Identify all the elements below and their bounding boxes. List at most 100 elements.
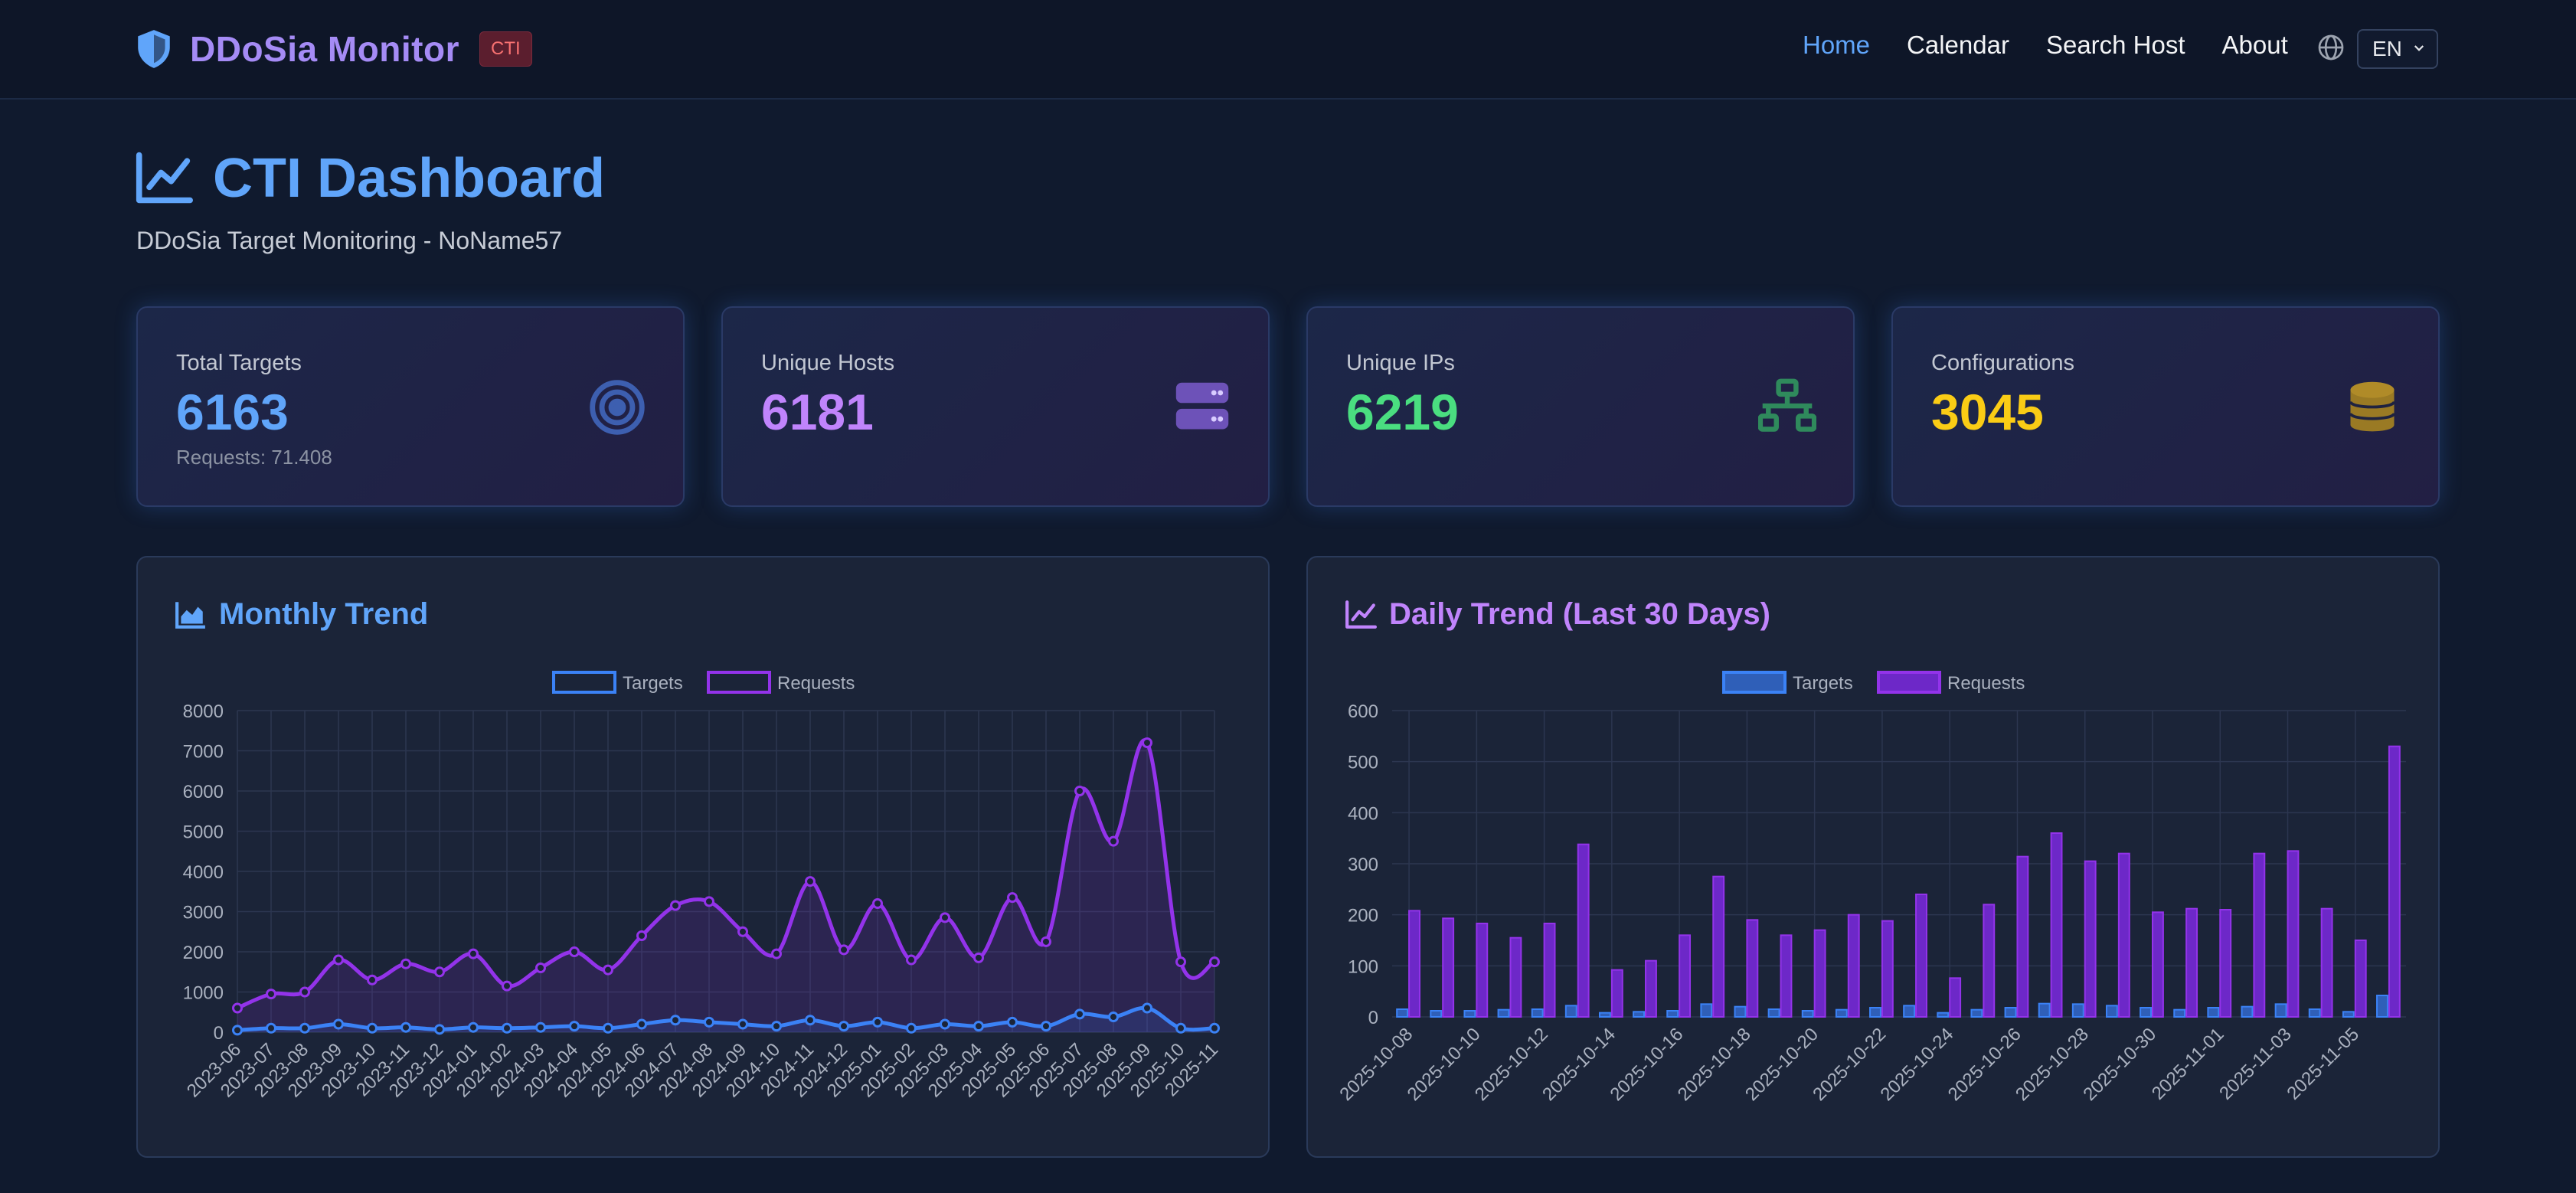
bar [2354,940,2367,1018]
nav-home[interactable]: Home [1803,31,1871,59]
data-point [805,1015,816,1026]
data-point [569,1021,580,1032]
brand[interactable]: DDoSia Monitor CTI [135,23,532,75]
language-select[interactable]: EN [2357,29,2438,69]
data-point [636,930,647,941]
bar [1543,923,1556,1018]
nav-search-host[interactable]: Search Host [2045,31,2185,59]
bar [2016,855,2029,1018]
nav-about[interactable]: About [2221,31,2288,59]
y-tick-label: 100 [1348,956,1378,977]
legend-swatch [1722,671,1787,694]
x-tick-label: 2025-10-12 [1471,1024,1552,1105]
chart-line-icon [1345,600,1377,629]
data-point [367,974,378,985]
language-value: EN [2372,37,2402,60]
data-point [839,944,849,956]
nav-calendar[interactable]: Calendar [1907,31,2009,59]
data-point [1142,1002,1152,1014]
bar [1937,1012,1950,1018]
stat-label: Configurations [1931,351,2074,375]
data-point [1041,1021,1051,1032]
stat-value: 6219 [1346,384,1459,440]
data-point [973,952,984,963]
x-tick-label: 2025-10-26 [1944,1024,2025,1105]
bar [1463,1010,1476,1018]
data-point [805,876,816,887]
page-title: CTI Dashboard [135,147,605,210]
data-point [468,948,479,959]
bar [1476,923,1489,1018]
data-point [1209,956,1220,968]
bar [1645,959,1657,1018]
bar [1666,1010,1679,1018]
target-icon [590,380,645,435]
data-point [367,1022,378,1034]
data-point [906,1022,917,1034]
data-point [569,946,580,957]
data-point [1007,892,1018,904]
stat-label: Unique IPs [1346,351,1455,375]
bar [1430,1010,1443,1018]
x-tick-label: 2025-10-22 [1809,1024,1890,1105]
cti-badge: CTI [479,31,532,67]
bar [2219,909,2232,1018]
legend-swatch [552,671,616,694]
bar [1531,1008,1544,1018]
series-area [237,740,1214,1032]
panel-title-text: Monthly Trend [219,597,429,631]
bar [2376,995,2388,1018]
data-point [232,1002,243,1014]
data-point [1007,1016,1018,1028]
y-tick-label: 400 [1348,803,1378,824]
legend-label: Requests [1947,673,2025,694]
bar [1746,919,1759,1018]
x-tick-label: 2025-10-28 [2012,1024,2093,1105]
stat-value: 3045 [1931,384,2044,440]
bar [1767,1008,1780,1018]
y-tick-label: 6000 [183,782,224,802]
network-icon [1758,378,1816,432]
data-point [940,1018,950,1030]
monthly-trend-chart: 0100020003000400050006000700080002023-06… [183,671,1222,1102]
legend-swatch [707,671,771,694]
shield-icon [138,30,170,68]
bar [2287,850,2300,1018]
stat-label: Unique Hosts [761,351,895,375]
data-point [603,964,613,976]
data-point [771,1021,782,1032]
bar [2308,1008,2321,1018]
data-point [1108,835,1119,847]
data-point [468,1021,479,1033]
bar [1679,934,1692,1018]
data-point [1074,1008,1085,1020]
bar [1881,920,1894,1018]
bar [1780,934,1793,1018]
y-tick-label: 500 [1348,753,1378,773]
bar [1633,1011,1645,1018]
bar [1903,1005,1916,1018]
y-tick-label: 600 [1348,701,1378,722]
legend-swatch [1877,671,1941,694]
bar [2320,907,2333,1018]
bar [1813,929,1826,1018]
data-point [502,980,512,992]
series-line [236,738,1216,1010]
data-point [434,966,445,978]
x-tick-label: 2025-10-10 [1404,1024,1485,1105]
y-tick-label: 4000 [183,862,224,883]
data-point [333,954,344,966]
bar [1835,1008,1848,1018]
bar [2071,1003,2084,1018]
bar [1598,1012,1611,1018]
data-point [1074,786,1085,796]
daily-trend-title: Daily Trend (Last 30 Days) [1345,597,1770,632]
legend-label: Targets [1793,673,1853,694]
data-point [535,963,546,973]
y-tick-label: 7000 [183,742,224,763]
x-tick-label: 2025-11-05 [2283,1024,2363,1104]
x-tick-label: 2025-10-20 [1741,1024,1822,1105]
y-tick-label: 0 [214,1023,224,1044]
stat-value: 6163 [176,384,289,440]
y-tick-label: 300 [1348,855,1378,875]
